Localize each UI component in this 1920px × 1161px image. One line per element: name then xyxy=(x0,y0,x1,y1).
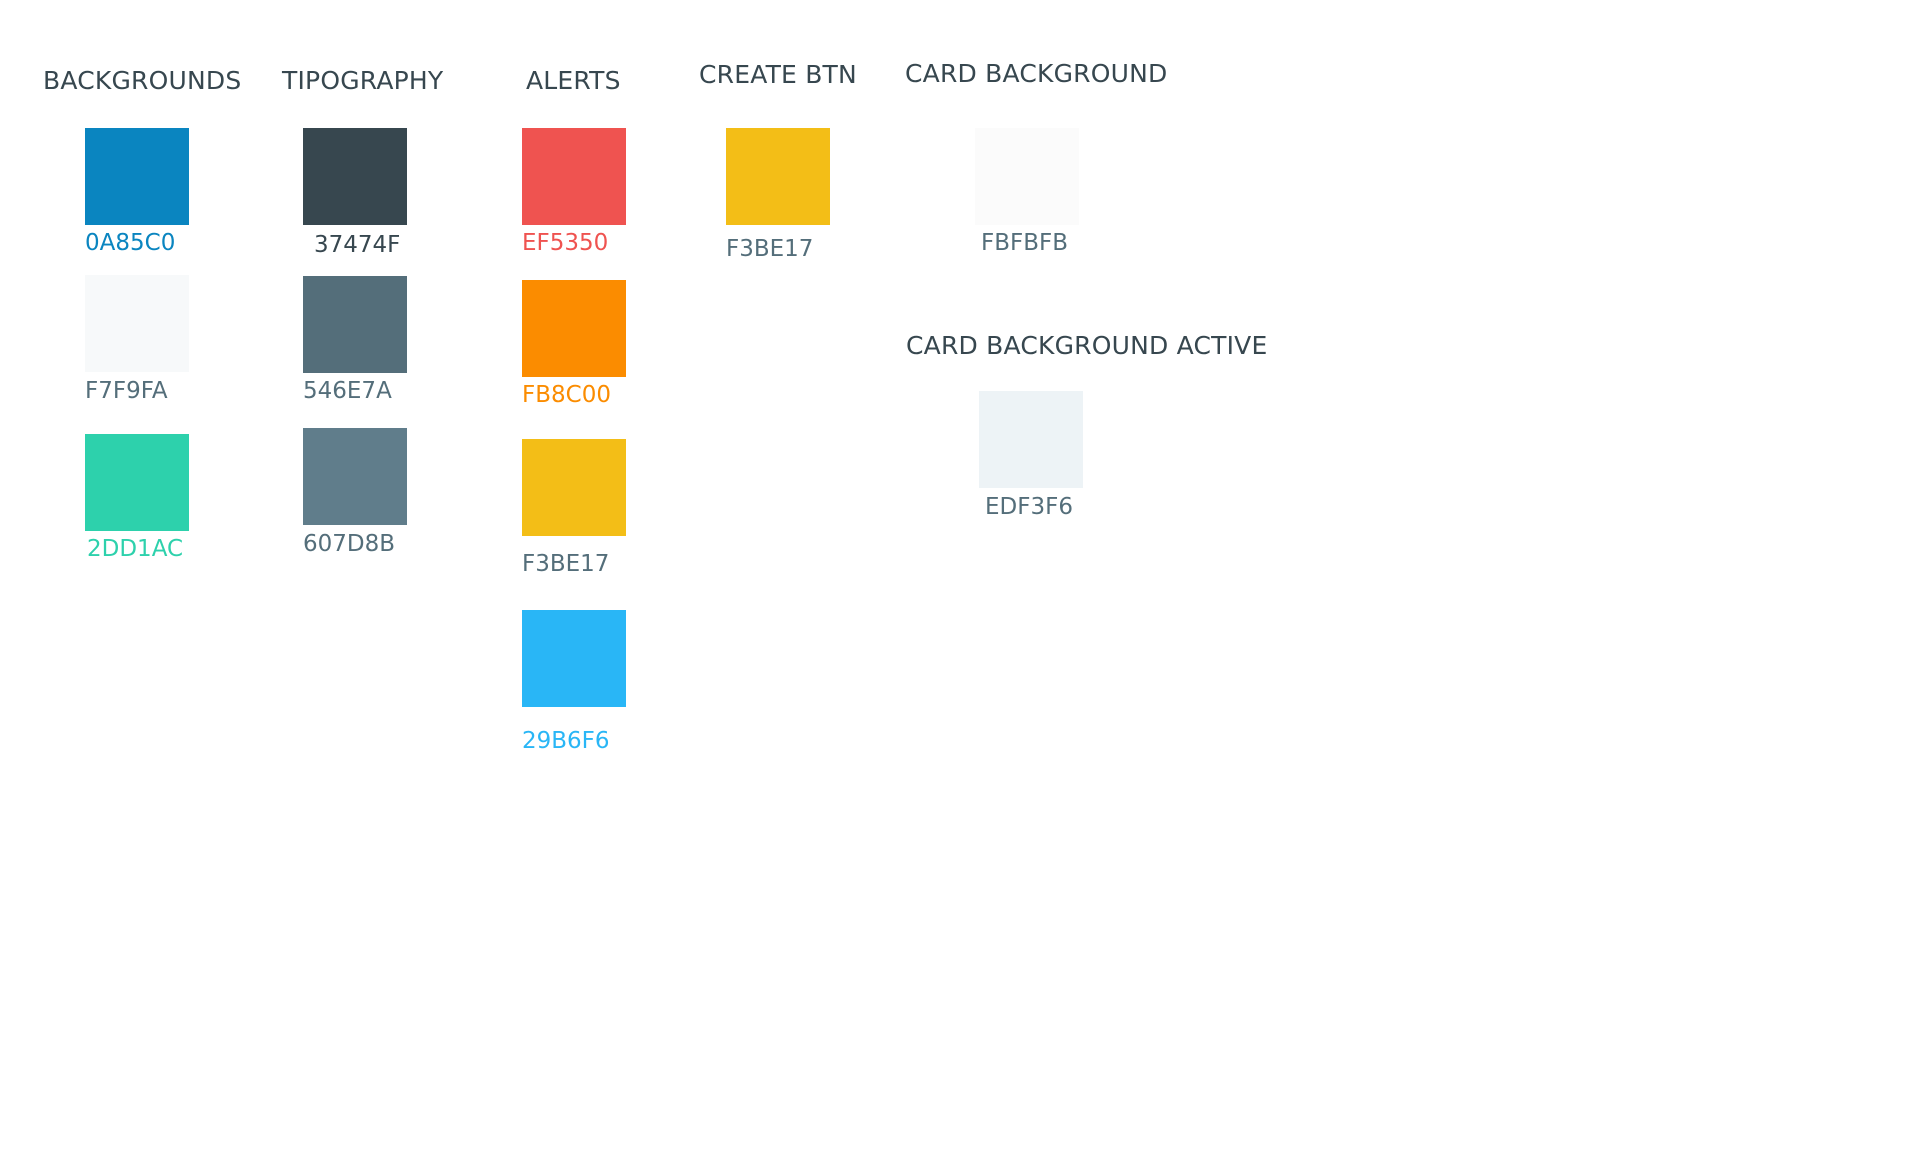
swatch-code-f3be17-alert: F3BE17 xyxy=(522,551,610,577)
swatch-code-2dd1ac: 2DD1AC xyxy=(87,536,184,562)
swatch-607d8b xyxy=(303,428,407,525)
swatch-code-37474f: 37474F xyxy=(314,232,401,258)
swatch-fbfbfb xyxy=(975,128,1079,225)
card-background-heading: CARD BACKGROUND xyxy=(905,59,1168,88)
swatch-f7f9fa xyxy=(85,275,189,372)
swatch-code-f7f9fa: F7F9FA xyxy=(85,378,168,404)
backgrounds-heading: BACKGROUNDS xyxy=(43,66,242,95)
swatch-f3be17-create xyxy=(726,128,830,225)
typography-heading: TIPOGRAPHY xyxy=(282,66,444,95)
swatch-37474f xyxy=(303,128,407,225)
alerts-heading: ALERTS xyxy=(526,66,621,95)
card-background-active-heading: CARD BACKGROUND ACTIVE xyxy=(906,331,1268,360)
swatch-0a85c0 xyxy=(85,128,189,225)
swatch-546e7a xyxy=(303,276,407,373)
swatch-edf3f6 xyxy=(979,391,1083,488)
swatch-code-0a85c0: 0A85C0 xyxy=(85,230,176,256)
swatch-29b6f6 xyxy=(522,610,626,707)
swatch-f3be17-alert xyxy=(522,439,626,536)
swatch-code-607d8b: 607D8B xyxy=(303,531,396,557)
swatch-code-ef5350: EF5350 xyxy=(522,230,609,256)
swatch-ef5350 xyxy=(522,128,626,225)
swatch-code-fbfbfb: FBFBFB xyxy=(981,230,1069,256)
swatch-code-edf3f6: EDF3F6 xyxy=(985,494,1073,520)
create-btn-heading: CREATE BTN xyxy=(699,60,857,89)
swatch-fb8c00 xyxy=(522,280,626,377)
swatch-2dd1ac xyxy=(85,434,189,531)
swatch-code-29b6f6: 29B6F6 xyxy=(522,728,610,754)
swatch-code-546e7a: 546E7A xyxy=(303,378,392,404)
swatch-code-fb8c00: FB8C00 xyxy=(522,382,611,408)
swatch-code-f3be17-create: F3BE17 xyxy=(726,236,814,262)
